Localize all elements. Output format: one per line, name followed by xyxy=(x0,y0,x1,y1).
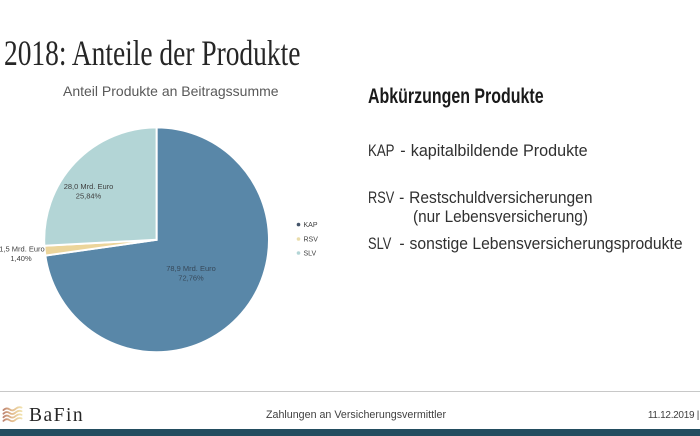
svg-text:RSV: RSV xyxy=(304,237,319,244)
svg-text:1,5 Mrd. Euro: 1,5 Mrd. Euro xyxy=(0,245,45,254)
svg-text:1,40%: 1,40% xyxy=(10,254,32,263)
svg-text:78,9 Mrd. Euro: 78,9 Mrd. Euro xyxy=(166,264,216,273)
svg-text:KAP: KAP xyxy=(304,222,318,229)
svg-text:25,84%: 25,84% xyxy=(76,192,102,201)
svg-text:72,76%: 72,76% xyxy=(178,274,204,283)
svg-text:SLV: SLV xyxy=(304,251,317,258)
svg-text:28,0 Mrd. Euro: 28,0 Mrd. Euro xyxy=(64,182,114,191)
